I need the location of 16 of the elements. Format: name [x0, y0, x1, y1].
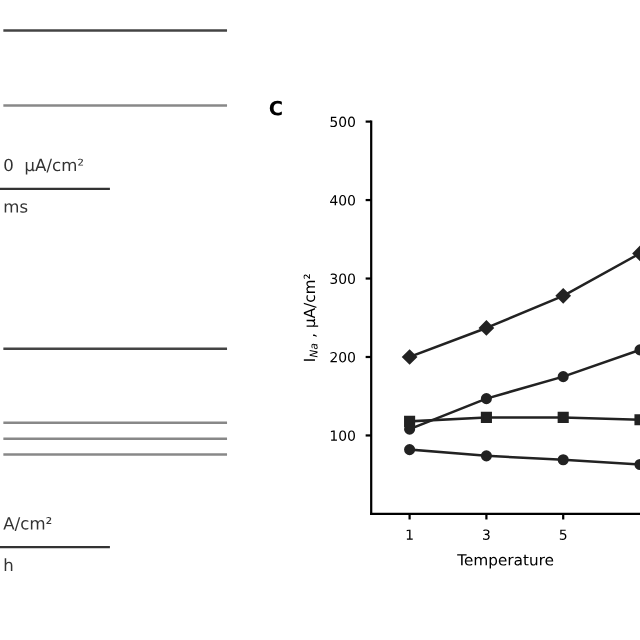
text: ms: [4, 203, 28, 213]
text: 0 μA/cm²: [4, 158, 84, 175]
point: [480, 411, 492, 423]
point: [404, 444, 416, 456]
point: [402, 349, 417, 365]
point: [479, 320, 494, 336]
chart-title: C: [269, 100, 282, 116]
point: [557, 454, 569, 466]
point: [404, 415, 416, 427]
point: [555, 288, 571, 304]
point: [480, 450, 492, 462]
text: h: [4, 558, 13, 571]
text: A/cm²: [3, 517, 52, 531]
point: [557, 371, 569, 383]
point: [557, 411, 569, 423]
point: [480, 393, 492, 405]
